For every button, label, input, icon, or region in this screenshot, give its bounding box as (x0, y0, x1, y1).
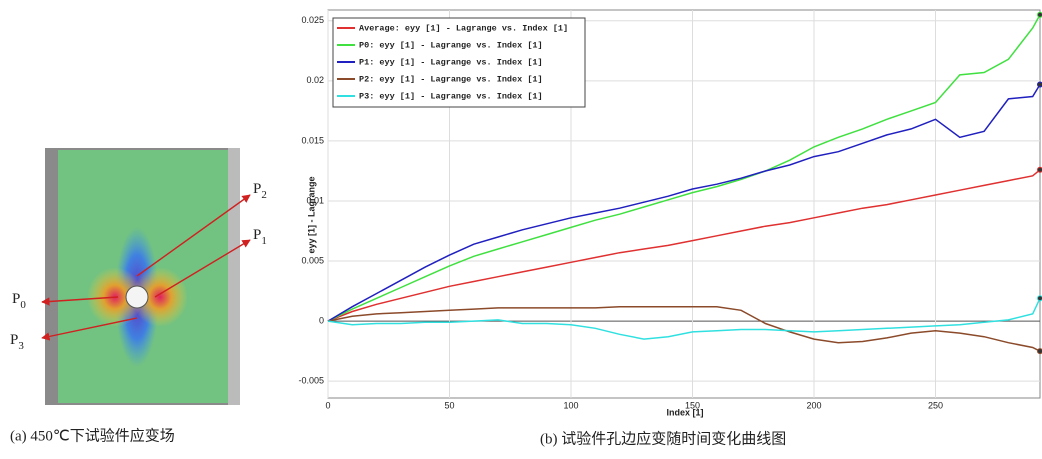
x-tick-label: 200 (806, 400, 821, 410)
point-arrows (41, 194, 251, 341)
point-label: P2 (253, 181, 267, 200)
series-line (327, 169, 1041, 322)
end-point (1037, 166, 1042, 173)
x-axis-label: Index [1] (666, 407, 703, 417)
point-label: P0 (12, 291, 26, 310)
end-point (1037, 295, 1042, 302)
series-line (327, 84, 1041, 322)
point-subscript: 2 (261, 189, 267, 201)
x-tick-label: 100 (563, 400, 578, 410)
series-line (327, 14, 1041, 322)
y-tick-label: -0.005 (298, 376, 324, 386)
caption-a: (a) 450℃下试验件应变场 (10, 426, 175, 444)
x-tick-label: 250 (928, 400, 943, 410)
series-line (327, 305, 1041, 352)
point-label: P3 (10, 332, 24, 351)
legend-label: P3: eyy [1] - Lagrange vs. Index [1] (359, 91, 543, 101)
y-tick-label: 0.02 (306, 75, 324, 85)
point-subscript: 1 (261, 235, 267, 247)
legend-box (332, 17, 586, 108)
point-letter: P (253, 181, 261, 197)
legend-label: P1: eyy [1] - Lagrange vs. Index [1] (359, 57, 543, 67)
caption-b: (b) 试验件孔边应变随时间变化曲线图 (540, 429, 786, 447)
end-point (1037, 81, 1042, 88)
end-point (1037, 11, 1042, 18)
legend-label: P2: eyy [1] - Lagrange vs. Index [1] (359, 74, 543, 84)
y-tick-label: 0.015 (301, 135, 324, 145)
point-subscript: 0 (20, 299, 26, 311)
y-tick-label: 0.005 (301, 255, 324, 265)
point-subscript: 3 (18, 340, 24, 352)
series-line (327, 297, 1041, 340)
point-letter: P (10, 332, 18, 348)
legend-label: Average: eyy [1] - Lagrange vs. Index [1… (359, 23, 568, 33)
point-letter: P (253, 227, 261, 243)
x-tick-label: 150 (685, 400, 700, 410)
specimen-image (45, 148, 240, 405)
point-label: P1 (253, 227, 267, 246)
x-tick-label: 0 (325, 400, 330, 410)
legend-label: P0: eyy [1] - Lagrange vs. Index [1] (359, 40, 543, 50)
end-point (1037, 348, 1042, 355)
y-tick-label: 0 (319, 315, 324, 325)
point-letter: P (12, 291, 20, 307)
y-tick-label: 0.025 (301, 15, 324, 25)
y-axis-label: eyy [1] - Lagrange (306, 176, 316, 253)
x-tick-label: 50 (444, 400, 454, 410)
y-tick-label: 0.01 (306, 195, 324, 205)
